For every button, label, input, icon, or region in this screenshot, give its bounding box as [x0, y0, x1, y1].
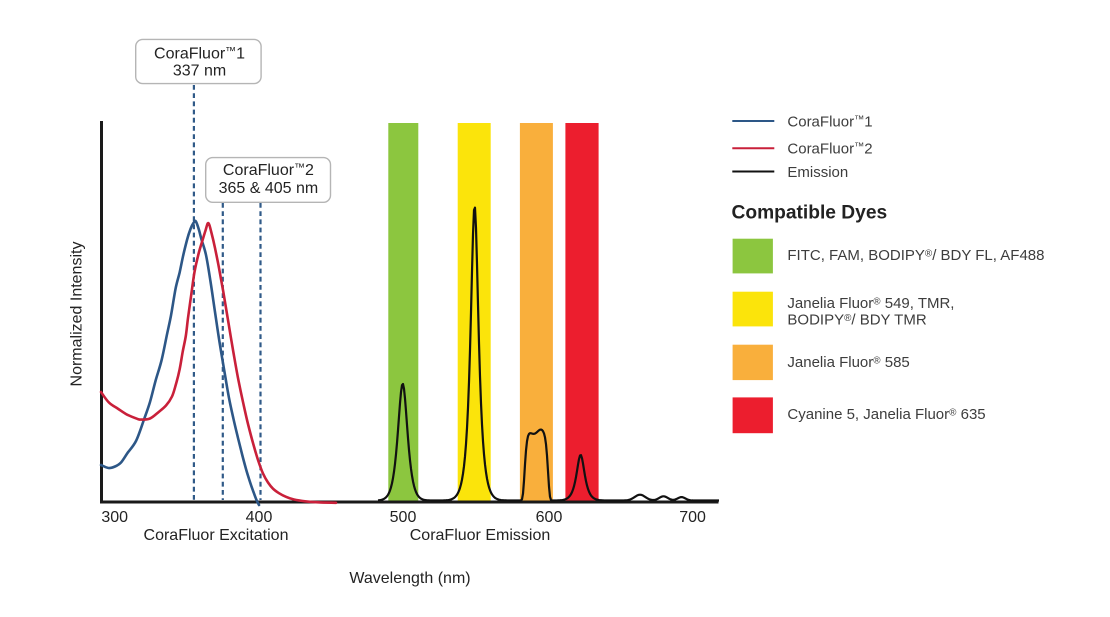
svg-text:500: 500 [390, 509, 417, 526]
svg-text:CoraFluor Excitation: CoraFluor Excitation [144, 527, 289, 544]
svg-text:Janelia Fluor®​ 585: Janelia Fluor®​ 585 [787, 354, 909, 371]
svg-text:CoraFluor™​2: CoraFluor™​2 [787, 140, 872, 157]
svg-text:600: 600 [536, 509, 563, 526]
svg-text:Emission: Emission [787, 164, 848, 181]
svg-text:365 & 405 nm: 365 & 405 nm [219, 180, 319, 197]
svg-text:CoraFluor™​1: CoraFluor™​1 [154, 45, 245, 62]
svg-text:FITC, FAM, BODIPY®​/ BDY FL, A: FITC, FAM, BODIPY®​/ BDY FL, AF488 [787, 247, 1044, 264]
svg-text:400: 400 [246, 509, 273, 526]
svg-text:CoraFluor Emission: CoraFluor Emission [410, 527, 550, 544]
svg-text:Wavelength (nm): Wavelength (nm) [349, 570, 470, 587]
svg-text:337 nm: 337 nm [173, 62, 226, 79]
svg-text:CoraFluor™​1: CoraFluor™​1 [787, 114, 872, 131]
svg-text:CoraFluor™​2: CoraFluor™​2 [223, 162, 314, 179]
svg-text:Compatible Dyes: Compatible Dyes [732, 203, 888, 224]
svg-text:Cyanine 5, Janelia Fluor®​ 635: Cyanine 5, Janelia Fluor®​ 635 [787, 406, 985, 423]
svg-text:300: 300 [101, 509, 128, 526]
svg-text:700: 700 [679, 509, 706, 526]
svg-text:Janelia Fluor®​ 549, TMR,: Janelia Fluor®​ 549, TMR, [787, 295, 954, 312]
svg-text:Normalized Intensity: Normalized Intensity [68, 242, 85, 387]
svg-text:BODIPY®​/ BDY TMR: BODIPY®​/ BDY TMR [787, 312, 926, 329]
